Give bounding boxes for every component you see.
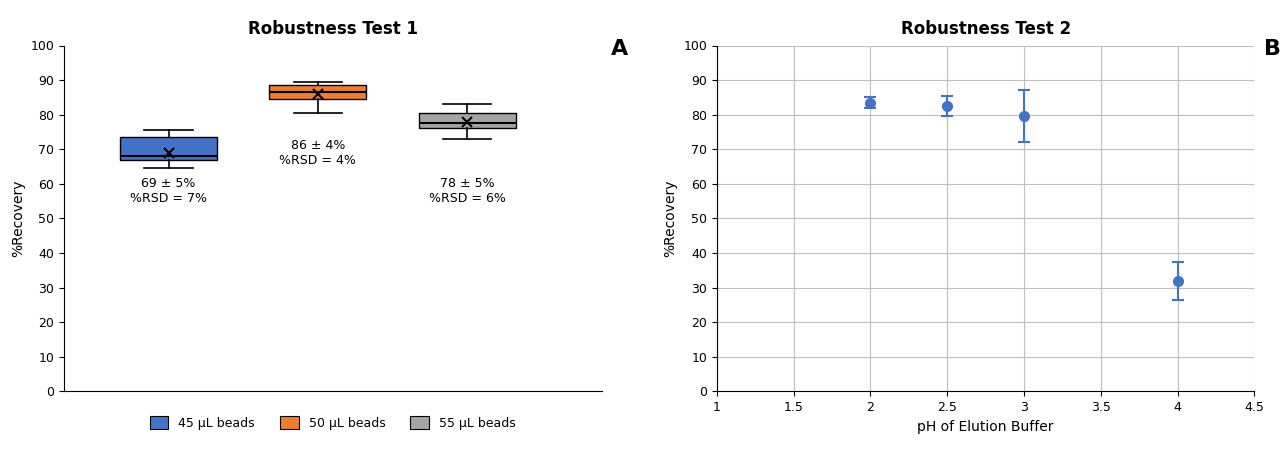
Text: B: B (1265, 39, 1280, 59)
Title: Robustness Test 1: Robustness Test 1 (248, 20, 417, 38)
Text: 69 ± 5%
%RSD = 7%: 69 ± 5% %RSD = 7% (131, 177, 207, 205)
Text: 78 ± 5%
%RSD = 6%: 78 ± 5% %RSD = 6% (429, 177, 506, 205)
Legend: 45 μL beads, 50 μL beads, 55 μL beads: 45 μL beads, 50 μL beads, 55 μL beads (150, 416, 516, 430)
Text: 86 ± 4%
%RSD = 4%: 86 ± 4% %RSD = 4% (279, 139, 356, 167)
Text: A: A (612, 39, 628, 59)
X-axis label: pH of Elution Buffer: pH of Elution Buffer (918, 420, 1053, 434)
Y-axis label: %Recovery: %Recovery (663, 180, 677, 257)
PathPatch shape (419, 113, 516, 128)
Y-axis label: %Recovery: %Recovery (10, 180, 24, 257)
Title: Robustness Test 2: Robustness Test 2 (901, 20, 1070, 38)
PathPatch shape (269, 85, 366, 99)
PathPatch shape (120, 137, 218, 160)
